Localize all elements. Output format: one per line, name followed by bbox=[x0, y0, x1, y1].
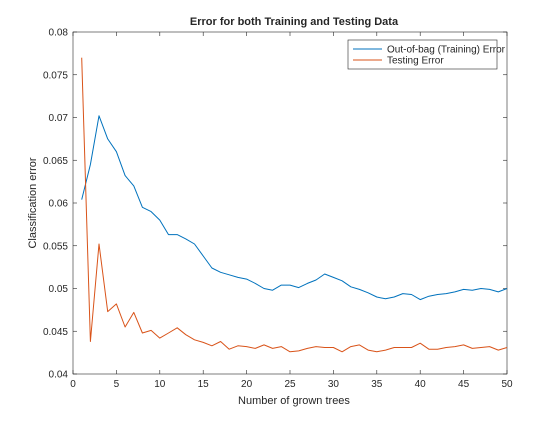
y-tick-label: 0.04 bbox=[49, 370, 69, 381]
x-tick-label: 15 bbox=[198, 379, 210, 390]
legend-label-1: Out-of-bag (Training) Error bbox=[387, 45, 506, 56]
legend-box bbox=[347, 39, 498, 70]
x-tick-label: 45 bbox=[458, 379, 470, 390]
y-axis-label: Classification error bbox=[27, 157, 39, 248]
chart-title: Error for both Training and Testing Data bbox=[190, 16, 399, 28]
x-tick-label: 50 bbox=[501, 379, 513, 390]
x-tick-label: 40 bbox=[415, 379, 427, 390]
y-tick-label: 0.065 bbox=[43, 156, 68, 167]
x-tick-label: 20 bbox=[241, 379, 253, 390]
y-tick-label: 0.08 bbox=[49, 28, 69, 39]
y-tick-label: 0.055 bbox=[43, 241, 68, 252]
series-line-1 bbox=[81, 115, 508, 301]
plot-box bbox=[72, 31, 508, 375]
x-tick-label: 35 bbox=[371, 379, 383, 390]
y-tick-label: 0.045 bbox=[43, 327, 68, 338]
y-tick-label: 0.07 bbox=[49, 113, 69, 124]
x-tick-label: 25 bbox=[284, 379, 296, 390]
x-tick-label: 0 bbox=[70, 379, 76, 390]
x-tick-label: 30 bbox=[328, 379, 340, 390]
series-line-2 bbox=[81, 57, 508, 353]
x-axis-label: Number of grown trees bbox=[238, 395, 350, 407]
y-tick-label: 0.06 bbox=[49, 199, 69, 210]
y-tick-label: 0.05 bbox=[49, 284, 69, 295]
x-tick-label: 10 bbox=[154, 379, 166, 390]
legend-label-2: Testing Error bbox=[387, 56, 444, 67]
x-tick-label: 5 bbox=[114, 379, 120, 390]
plot-area: 0 5 10 15 20 25 30 35 40 45 50 0.04 0.045 0.05 0.055 0.… bbox=[43, 28, 513, 391]
y-tick-label: 0.075 bbox=[43, 70, 68, 81]
